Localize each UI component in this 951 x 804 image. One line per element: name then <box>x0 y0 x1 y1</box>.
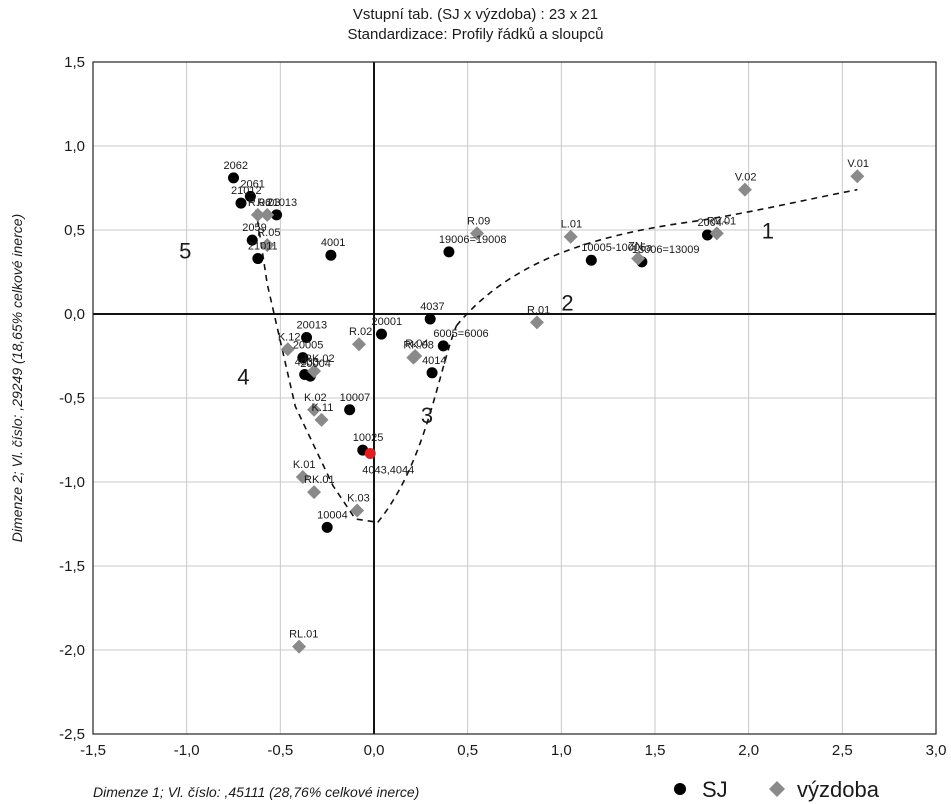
vyzdoba-point <box>530 315 544 329</box>
sj-point <box>344 404 355 415</box>
y-tick-label: -0,5 <box>59 390 85 407</box>
sj-point <box>322 522 333 533</box>
point-label: 2062 <box>224 160 248 172</box>
cluster-label-5: 5 <box>179 239 191 264</box>
point-label: K.01 <box>293 459 316 471</box>
point-label: 4014 <box>422 355 446 367</box>
point-label: K.11 <box>312 402 334 414</box>
point-label: R.05 <box>257 227 280 239</box>
point-label: K.03 <box>347 493 370 505</box>
sj-point <box>586 255 597 266</box>
point-label: 4043,4044 <box>362 464 414 476</box>
point-label: R.01 <box>527 304 550 316</box>
sj-point <box>235 198 246 209</box>
point-label: 10025 <box>353 432 384 444</box>
cluster-label-3: 3 <box>421 403 433 428</box>
legend: SJ výzdoba <box>674 777 880 802</box>
sj-point <box>443 246 454 257</box>
x-tick-label: -0,5 <box>267 742 293 759</box>
sj-point <box>376 329 387 340</box>
point-label: RK.02 <box>304 353 335 365</box>
point-label: 10004 <box>317 509 348 521</box>
x-tick-label: 1,0 <box>551 742 572 759</box>
cluster-label-4: 4 <box>237 365 249 390</box>
y-tick-label: 0,0 <box>64 306 85 323</box>
y-tick-label: -2,0 <box>59 642 85 659</box>
point-label: 20001 <box>371 316 402 328</box>
legend-marker-vyzdoba <box>769 781 785 797</box>
legend-label-vyzdoba: výzdoba <box>797 777 880 802</box>
x-tick-labels: -1,5 -1,0 -0,5 0,0 0,5 1,0 1,5 2,0 2,5 3,0 <box>80 742 946 759</box>
point-label: 10007 <box>340 392 371 404</box>
point-label: L.01 <box>561 219 582 231</box>
y-tick-label: 1,0 <box>64 138 85 155</box>
highlight-point <box>365 448 376 459</box>
legend-marker-sj <box>674 783 686 795</box>
vyzdoba-point <box>260 208 274 222</box>
sj-point <box>438 340 449 351</box>
point-label: 19006=19008 <box>439 234 507 246</box>
vyzdoba-point <box>564 230 578 244</box>
cluster-label-2: 2 <box>561 291 573 316</box>
point-label: R.09 <box>467 215 490 227</box>
y-tick-label: -1,0 <box>59 474 85 491</box>
point-label: V.02 <box>735 172 757 184</box>
vyzdoba-point <box>850 169 864 183</box>
x-tick-label: -1,0 <box>174 742 200 759</box>
point-label: RL.01 <box>289 629 318 641</box>
point-label: 6005=6006 <box>433 328 488 340</box>
x-tick-label: 2,5 <box>832 742 853 759</box>
sj-point <box>427 367 438 378</box>
sj-point <box>325 250 336 261</box>
point-label: 4037 <box>420 301 444 313</box>
x-tick-label: 0,0 <box>364 742 385 759</box>
point-label: 20013 <box>297 320 328 332</box>
vyzdoba-point <box>738 183 752 197</box>
y-tick-label: -1,5 <box>59 558 85 575</box>
point-label: V.01 <box>847 158 869 170</box>
sj-point <box>228 172 239 183</box>
y-tick-labels: 1,5 1,0 0,5 0,0 -0,5 -1,0 -1,5 -2,0 -2,5 <box>59 54 85 743</box>
x-tick-label: 1,5 <box>645 742 666 759</box>
y-tick-label: 0,5 <box>64 222 85 239</box>
cluster-label-1: 1 <box>762 218 774 243</box>
point-label: 21011 <box>248 241 278 253</box>
vyzdoba-point <box>315 413 329 427</box>
sj-point <box>425 314 436 325</box>
grid-lines <box>93 62 936 734</box>
x-axis-label: Dimenze 1; Vl. číslo: ,45111 (28,76% cel… <box>93 784 419 800</box>
legend-label-sj: SJ <box>702 777 728 802</box>
x-tick-label: 3,0 <box>926 742 947 759</box>
sj-point <box>252 253 263 264</box>
point-label: RK.01 <box>304 474 335 486</box>
sj-point <box>702 230 713 241</box>
y-tick-label: 1,5 <box>64 54 85 71</box>
point-label: 4001 <box>321 237 345 249</box>
y-tick-label: -2,5 <box>59 726 85 743</box>
x-tick-label: 2,0 <box>738 742 759 759</box>
point-label: ZN <box>628 241 643 253</box>
vyzdoba-point <box>307 485 321 499</box>
point-label: RK.08 <box>403 340 434 352</box>
vyzdoba-point <box>352 337 366 351</box>
point-label: R.02 <box>349 326 372 338</box>
x-tick-label: 0,5 <box>457 742 478 759</box>
vyzdoba-point <box>292 640 306 654</box>
y-axis-label: Dimenze 2; Vl. číslo: ,29249 (18,65% cel… <box>9 214 25 542</box>
point-label: K.12 <box>278 331 301 343</box>
point-label: R.03 <box>257 197 280 209</box>
point-label: 21012 <box>231 185 262 197</box>
x-tick-label: -1,5 <box>80 742 106 759</box>
point-label: RV.01 <box>707 215 736 227</box>
